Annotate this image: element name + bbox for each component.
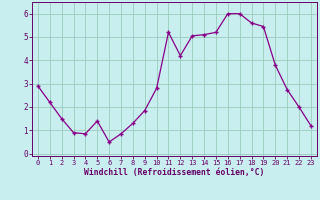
X-axis label: Windchill (Refroidissement éolien,°C): Windchill (Refroidissement éolien,°C) [84,168,265,177]
